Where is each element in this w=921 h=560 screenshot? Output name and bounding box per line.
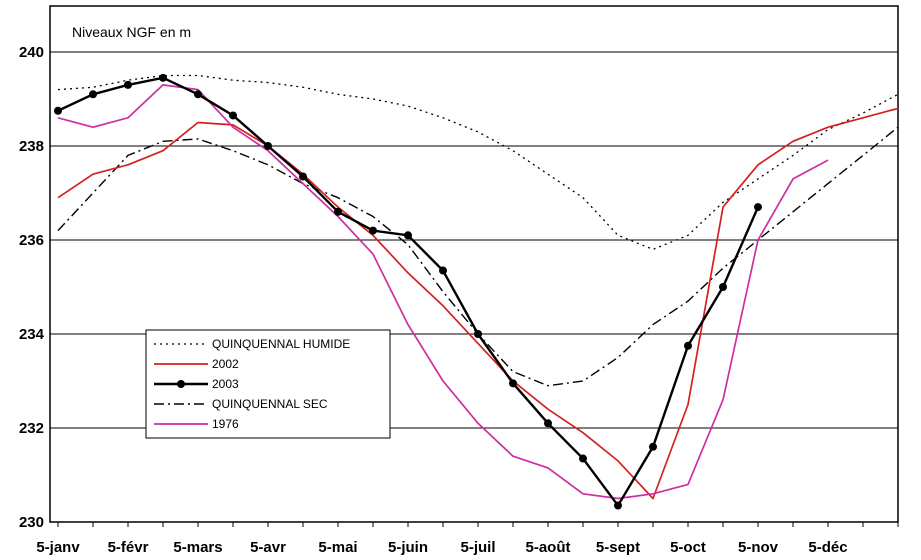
chart-annotation: Niveaux NGF en m bbox=[72, 24, 191, 40]
data-point bbox=[159, 73, 167, 82]
x-tick-label: 5-mai bbox=[318, 539, 357, 556]
x-axis-tick-labels: 5-janv 5-févr 5-mars 5-avr 5-mai 5-juin 5-juil… bbox=[36, 522, 899, 556]
y-tick-label: 232 bbox=[19, 420, 44, 437]
data-point bbox=[124, 80, 132, 89]
data-point bbox=[754, 203, 762, 212]
x-tick-label: 5-mars bbox=[173, 539, 222, 556]
legend-label: QUINQUENNAL SEC bbox=[212, 397, 328, 411]
x-tick-label: 5-févr bbox=[108, 539, 149, 556]
x-tick-label: 5-déc bbox=[808, 539, 847, 556]
data-point bbox=[544, 419, 552, 428]
y-tick-label: 234 bbox=[19, 326, 45, 343]
data-point bbox=[474, 330, 482, 338]
data-point bbox=[404, 231, 412, 240]
x-tick-label: 5-juil bbox=[460, 539, 495, 556]
legend-label: 2002 bbox=[212, 357, 239, 371]
data-point bbox=[439, 266, 447, 275]
data-point bbox=[509, 379, 517, 388]
legend-marker bbox=[177, 380, 185, 388]
data-point bbox=[89, 90, 97, 99]
y-tick-label: 238 bbox=[19, 138, 44, 155]
legend-label: 1976 bbox=[212, 417, 239, 431]
y-tick-label: 240 bbox=[19, 44, 44, 61]
data-point bbox=[579, 454, 587, 463]
data-point bbox=[54, 106, 62, 115]
data-point bbox=[229, 111, 237, 120]
x-tick-label: 5-oct bbox=[670, 539, 706, 556]
data-point bbox=[614, 501, 622, 510]
data-point bbox=[649, 442, 657, 451]
data-point bbox=[264, 142, 272, 150]
series-line bbox=[57, 107, 899, 500]
y-tick-label: 236 bbox=[19, 232, 44, 249]
data-point bbox=[299, 172, 307, 181]
data-point bbox=[719, 283, 727, 291]
x-tick-label: 5-nov bbox=[738, 539, 779, 556]
data-point bbox=[369, 226, 377, 235]
legend-label: 2003 bbox=[212, 377, 239, 391]
series-line bbox=[57, 74, 899, 251]
x-tick-label: 5-juin bbox=[388, 539, 428, 556]
y-tick-label: 230 bbox=[19, 514, 44, 531]
x-tick-label: 5-janv bbox=[36, 539, 80, 556]
data-point bbox=[334, 207, 342, 216]
data-point bbox=[194, 90, 202, 99]
legend-label: QUINQUENNAL HUMIDE bbox=[212, 337, 350, 351]
x-tick-label: 5-sept bbox=[596, 539, 640, 556]
x-tick-label: 5-avr bbox=[250, 539, 286, 556]
series-lines bbox=[54, 73, 899, 510]
x-tick-label: 5-août bbox=[526, 539, 571, 556]
legend: QUINQUENNAL HUMIDE 2002 2003 QUINQUENNAL SE… bbox=[145, 329, 391, 439]
data-point bbox=[684, 341, 692, 350]
y-axis-tick-labels: 230 232 234 236 238 240 bbox=[19, 44, 45, 531]
